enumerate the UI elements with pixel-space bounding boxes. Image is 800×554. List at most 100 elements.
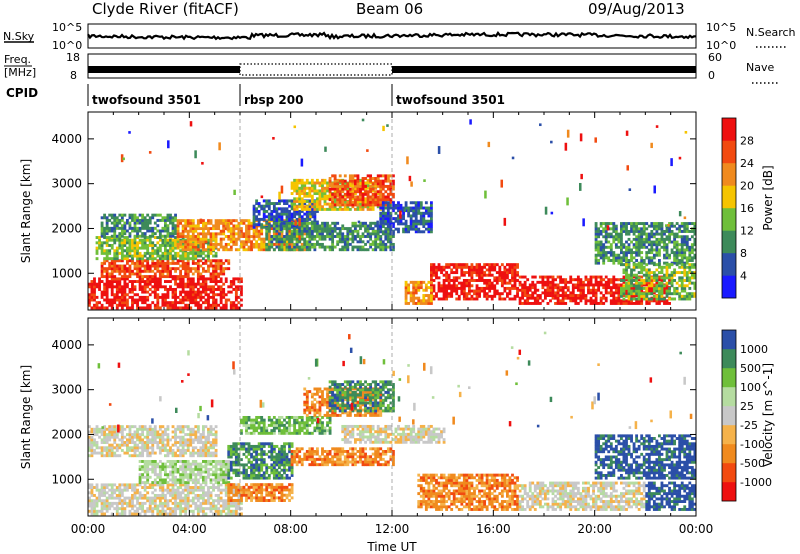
- heatmap-cell: [204, 287, 208, 291]
- heatmap-cell: [191, 249, 195, 253]
- heatmap-cell: [511, 268, 514, 272]
- heatmap-cell: [328, 207, 332, 211]
- heatmap-cell: [305, 235, 309, 238]
- heatmap-cell: [199, 306, 203, 310]
- heatmap-cell: [181, 290, 185, 294]
- heatmap-cell: [627, 243, 631, 247]
- heatmap-cell: [288, 209, 291, 213]
- heatmap-cell: [303, 227, 307, 231]
- heatmap-cell: [354, 190, 357, 194]
- freq-bar-left: [88, 66, 240, 73]
- heatmap-cell: [544, 288, 547, 292]
- heatmap-cell: [105, 280, 109, 283]
- heatmap-cell: [343, 235, 347, 238]
- heatmap-cell: [333, 199, 337, 203]
- heatmap-cell: [290, 229, 294, 233]
- heatmap-cell: [361, 235, 365, 238]
- heatmap-cell: [424, 286, 428, 290]
- heatmap-cell: [143, 216, 147, 220]
- heatmap-cell: [576, 275, 580, 279]
- heatmap-cell: [204, 285, 208, 289]
- heatmap-cell: [351, 205, 355, 209]
- heatmap-cell: [690, 248, 694, 252]
- heatmap-cell: [637, 284, 641, 288]
- heatmap-cell: [255, 232, 259, 236]
- heatmap-cell: [255, 223, 259, 227]
- heatmap-cell: [290, 204, 294, 208]
- heatmap-cell: [255, 242, 259, 246]
- heatmap-cell: [199, 249, 203, 253]
- heatmap-cell: [402, 214, 405, 218]
- heatmap-cell: [310, 207, 314, 211]
- heatmap-cell: [234, 293, 238, 297]
- heatmap-cell: [214, 293, 218, 297]
- heatmap-cell: [341, 235, 345, 238]
- heatmap-cell: [488, 279, 492, 282]
- heatmap-cell: [285, 227, 289, 231]
- heatmap-cell: [551, 294, 555, 297]
- heatmap-cell: [675, 248, 679, 252]
- heatmap-cell: [635, 284, 639, 288]
- heatmap-cell: [480, 279, 484, 282]
- heatmap-cell: [224, 219, 228, 223]
- heatmap-cell: [688, 276, 692, 280]
- heatmap-cell: [683, 286, 687, 290]
- heatmap-cell: [645, 245, 649, 249]
- heatmap-cell: [285, 242, 289, 246]
- heatmap-cell: [544, 280, 547, 284]
- heatmap-cell: [275, 242, 279, 246]
- heatmap-cell: [369, 190, 373, 194]
- heatmap-cell: [133, 293, 137, 297]
- heatmap-cell: [665, 283, 669, 287]
- heatmap-cell: [191, 242, 195, 246]
- heatmap-cell: [303, 184, 307, 188]
- heatmap-cell: [407, 291, 411, 295]
- heatmap-cell: [136, 243, 139, 247]
- heatmap-cell: [158, 285, 162, 289]
- heatmap-cell: [184, 248, 188, 252]
- heatmap-cell: [478, 276, 481, 280]
- heatmap-cell: [597, 253, 601, 257]
- heatmap-cell: [432, 279, 436, 282]
- heatmap-cell: [217, 232, 221, 236]
- heatmap-cell: [554, 296, 557, 300]
- heatmap-cell: [166, 287, 170, 291]
- heatmap-cell: [359, 205, 362, 209]
- heatmap-cell: [422, 294, 426, 297]
- heatmap-cell: [181, 287, 185, 291]
- heatmap-cell: [361, 184, 365, 188]
- heatmap-cell: [424, 288, 428, 292]
- heatmap-cell: [432, 289, 436, 293]
- heatmap-cell: [366, 181, 369, 185]
- heatmap-cell: [148, 280, 152, 283]
- heatmap-cell: [493, 294, 497, 298]
- heatmap-cell: [620, 286, 623, 290]
- heatmap-cell: [328, 245, 332, 249]
- heatmap-cell: [181, 235, 185, 238]
- heatmap-cell: [579, 296, 583, 300]
- heatmap-cell: [138, 257, 142, 261]
- heatmap-cell: [658, 251, 661, 255]
- heatmap-cell: [141, 264, 145, 268]
- heatmap-cell: [186, 295, 190, 299]
- heatmap-cell: [318, 192, 322, 196]
- heatmap-cell: [90, 504, 94, 508]
- heatmap-cell: [384, 206, 388, 210]
- heatmap-cell: [143, 509, 147, 513]
- heatmap-cell: [141, 301, 145, 305]
- heatmap-cell: [288, 227, 291, 231]
- heatmap-cell: [103, 232, 107, 236]
- heatmap-cell: [308, 192, 312, 196]
- heatmap-cell: [620, 235, 623, 239]
- heatmap-cell: [637, 227, 641, 231]
- heatmap-cell: [594, 240, 598, 244]
- heatmap-cell: [229, 280, 233, 283]
- heatmap-cell: [128, 509, 132, 513]
- heatmap-cell: [640, 292, 644, 296]
- heatmap-cell: [196, 272, 200, 276]
- heatmap-cell: [602, 229, 606, 233]
- heatmap-cell: [181, 227, 185, 231]
- heatmap-cell: [214, 261, 218, 265]
- heatmap-cell: [647, 276, 651, 280]
- heatmap-cell: [300, 217, 304, 221]
